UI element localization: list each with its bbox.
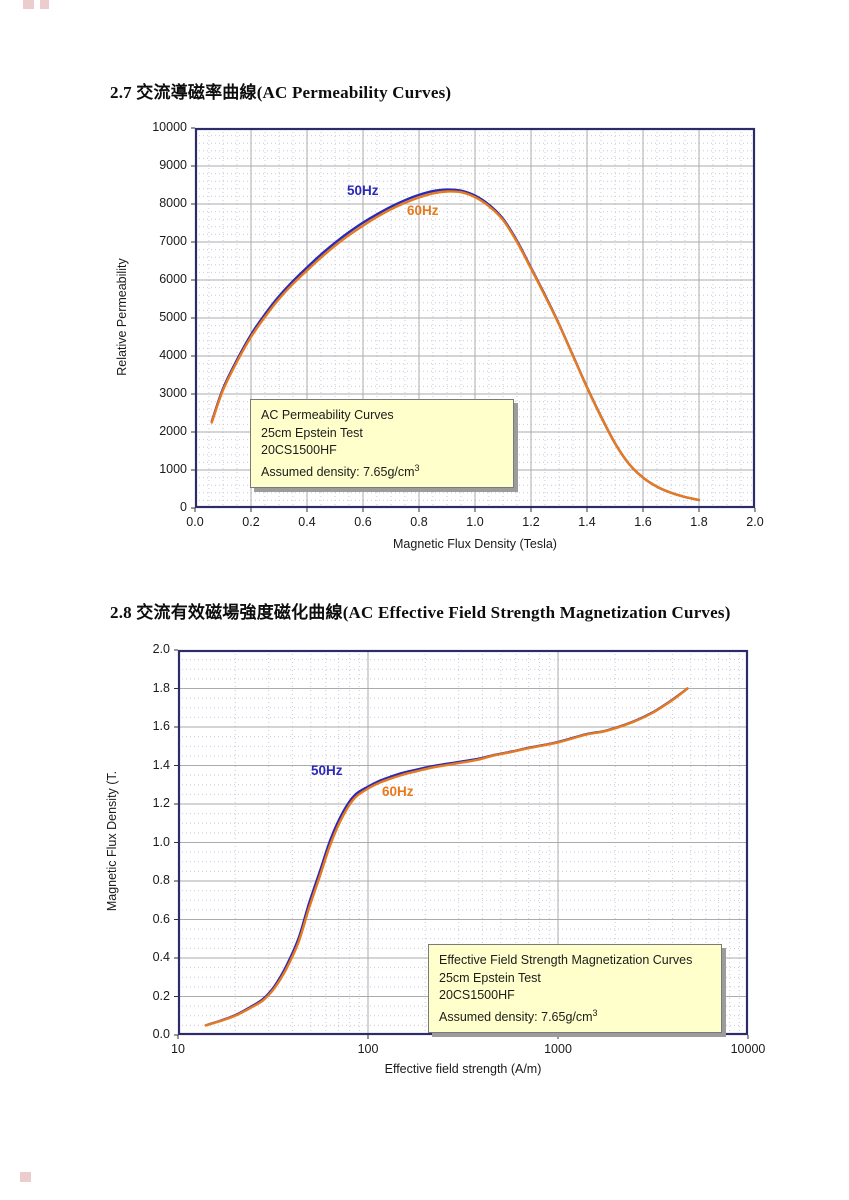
magnetization-chart-border [177, 649, 749, 1036]
magnetization-chart-y-tick-label: 0.6 [152, 911, 170, 926]
permeability-chart-x-tick-label: 0.8 [410, 515, 428, 529]
permeability-chart-y-tick-label: 10000 [152, 120, 187, 134]
permeability-chart-y-tick-label: 1000 [159, 462, 187, 476]
magnetization-chart-y-tick-label: 1.2 [152, 796, 170, 810]
note-density-superscript: 3 [414, 462, 420, 473]
permeability-chart-50hz-label: 50Hz [347, 183, 379, 198]
permeability-chart-border [194, 127, 756, 509]
permeability-chart-x-tick-label: 0.0 [186, 515, 204, 529]
magnetization-chart-curve-60hz [204, 687, 689, 1027]
magnetization-chart-y-tick-label: 2.0 [152, 642, 170, 656]
axis-tick-marks [174, 649, 749, 1039]
magnetization-chart-x-axis-title: Effective field strength (A/m) [384, 1062, 542, 1076]
permeability-chart-y-tick-label: 5000 [159, 310, 187, 324]
note-line: 20CS1500HF [261, 443, 337, 457]
axis-tick-marks [191, 127, 756, 512]
permeability-chart-y-tick-label: 3000 [159, 386, 187, 400]
magnetization-chart-y-tick-label: 0.4 [152, 950, 170, 964]
page-corner-mark [23, 0, 34, 9]
permeability-chart-x-tick-label: 1.8 [690, 515, 708, 529]
permeability-chart-60hz-label: 60Hz [407, 203, 439, 218]
permeability-chart-y-tick-label: 0 [180, 500, 187, 514]
magnetization-chart-y-tick-label: 0.2 [152, 988, 170, 1003]
note-density-text: Assumed density: 7.65g/cm [439, 1009, 593, 1024]
note-density-text: Assumed density: 7.65g/cm [261, 464, 415, 479]
magnetization-chart-x-tick-label: 10000 [730, 1042, 766, 1056]
note-density-line: Assumed density: 7.65g/cm3 [261, 460, 503, 482]
section-heading-2-7: 2.7 交流導磁率曲線(AC Permeability Curves) [110, 83, 452, 102]
permeability-chart-x-tick-label: 0.4 [298, 515, 316, 529]
note-density-line: Assumed density: 7.65g/cm3 [439, 1005, 711, 1027]
magnetization-chart-y-tick-label: 1.6 [152, 719, 170, 733]
magnetization-chart-x-tick-label: 10 [171, 1042, 185, 1056]
permeability-chart-y-tick-label: 8000 [159, 196, 187, 210]
note-line: AC Permeability Curves [261, 408, 394, 422]
note-line: 25cm Epstein Test [439, 970, 541, 985]
section-heading-2-8: 2.8 交流有效磁場強度磁化曲線(AC Effective Field Stre… [110, 603, 731, 622]
magnetization-chart-note-box: Effective Field Strength Magnetization C… [428, 944, 722, 1034]
magnetization-chart-50hz-label: 50Hz [311, 763, 343, 778]
magnetization-chart-60hz-label: 60Hz [382, 784, 414, 799]
permeability-chart-x-axis-title: Magnetic Flux Density (Tesla) [393, 537, 557, 551]
magnetization-chart-x-tick-label: 1000 [544, 1042, 572, 1056]
permeability-chart-note-box: AC Permeability Curves 25cm Epstein Test… [250, 399, 514, 489]
permeability-chart-x-tick-label: 1.2 [522, 515, 540, 529]
permeability-chart-y-tick-label: 7000 [159, 234, 187, 248]
page-corner-mark [40, 0, 49, 9]
permeability-chart-curve-60hz [210, 190, 701, 502]
permeability-chart-x-tick-label: 1.6 [634, 515, 652, 529]
permeability-chart-y-axis-title: Relative Permeability [115, 258, 129, 376]
note-line: 25cm Epstein Test [261, 425, 363, 440]
permeability-chart-x-tick-label: 1.4 [578, 515, 596, 529]
note-line: Effective Field Strength Magnetization C… [439, 953, 693, 967]
permeability-chart-x-tick-label: 2.0 [746, 515, 764, 529]
magnetization-chart-x-tick-label: 100 [357, 1042, 379, 1056]
permeability-chart-x-tick-label: 1.0 [466, 515, 484, 529]
permeability-chart-y-tick-label: 6000 [159, 272, 187, 286]
note-density-superscript: 3 [592, 1007, 598, 1018]
magnetization-chart-y-tick-label: 0.8 [152, 873, 170, 887]
permeability-chart-y-tick-label: 2000 [159, 424, 187, 438]
permeability-chart-y-tick-label: 9000 [159, 158, 187, 172]
magnetization-chart-y-tick-label: 1.8 [152, 680, 170, 695]
note-line: 20CS1500HF [439, 988, 515, 1002]
magnetization-chart-y-tick-label: 1.0 [152, 834, 170, 849]
page-corner-mark [20, 1172, 31, 1182]
permeability-chart-y-tick-label: 4000 [159, 348, 187, 362]
magnetization-chart-y-tick-label: 0.0 [152, 1027, 170, 1041]
permeability-chart-x-tick-label: 0.6 [354, 515, 372, 529]
permeability-chart-x-tick-label: 0.2 [242, 515, 260, 529]
magnetization-chart-y-tick-label: 1.4 [152, 757, 170, 772]
